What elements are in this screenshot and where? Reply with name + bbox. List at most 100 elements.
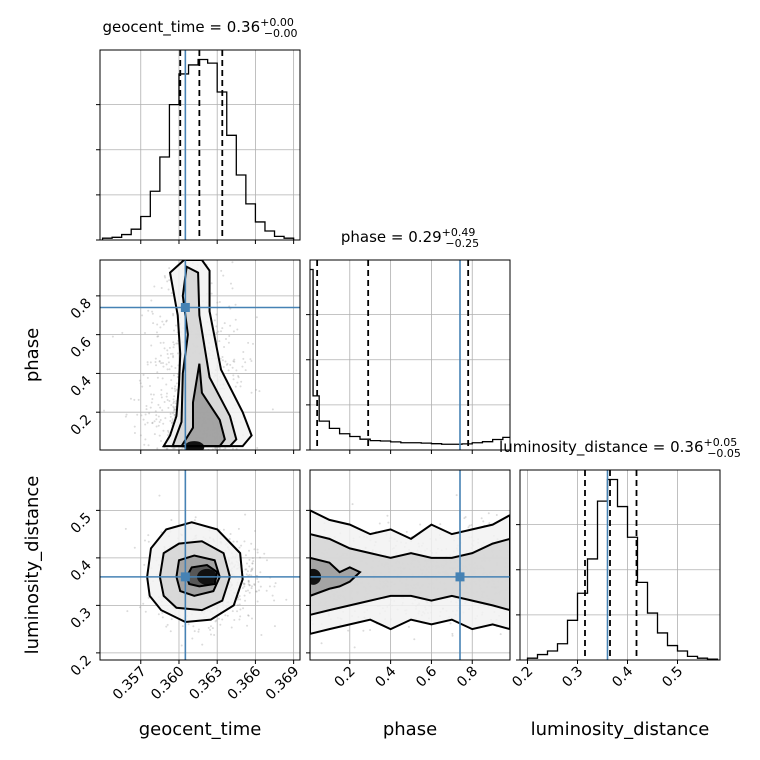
density-panel-phase-luminosity_distance — [310, 494, 510, 649]
scatter-point — [234, 318, 237, 321]
scatter-point — [165, 395, 168, 398]
scatter-point — [111, 335, 114, 338]
scatter-point — [463, 517, 466, 520]
scatter-point — [165, 447, 168, 450]
scatter-point — [133, 546, 136, 549]
scatter-point — [224, 614, 227, 617]
scatter-point — [229, 363, 232, 366]
scatter-point — [157, 335, 160, 338]
scatter-point — [124, 415, 127, 418]
scatter-point — [244, 554, 247, 557]
scatter-point — [237, 527, 240, 530]
scatter-point — [215, 325, 218, 328]
scatter-point — [248, 573, 251, 576]
scatter-point — [201, 257, 203, 259]
scatter-point — [209, 628, 212, 631]
scatter-point — [260, 633, 263, 636]
scatter-point — [407, 625, 410, 628]
scatter-point — [166, 399, 169, 402]
scatter-point — [172, 406, 175, 409]
scatter-point — [258, 390, 261, 393]
y-tick-label-luminosity_distance: 0.4 — [68, 557, 95, 584]
scatter-point — [165, 319, 168, 322]
scatter-point — [419, 523, 422, 526]
scatter-point — [231, 610, 234, 613]
scatter-point — [236, 381, 239, 384]
title-main: geocent_time = 0.36 — [102, 18, 260, 37]
scatter-point — [468, 524, 471, 527]
scatter-point — [155, 364, 158, 367]
scatter-point — [160, 396, 163, 399]
histogram-phase — [310, 260, 510, 450]
scatter-point — [153, 420, 156, 423]
scatter-point — [250, 391, 253, 394]
scatter-point — [166, 349, 169, 352]
scatter-point — [251, 562, 254, 565]
scatter-point — [141, 385, 144, 388]
y-tick-label-phase: 0.8 — [68, 295, 95, 322]
scatter-point — [174, 408, 177, 411]
scatter-point — [256, 446, 259, 449]
scatter-point — [166, 429, 169, 432]
scatter-point — [168, 399, 171, 402]
scatter-point — [194, 516, 197, 519]
x-tick-label-geocent_time: 0.366 — [225, 663, 265, 703]
title-main: luminosity_distance = 0.36 — [499, 438, 703, 457]
scatter-point — [225, 363, 228, 366]
scatter-point — [246, 589, 249, 592]
scatter-point — [250, 587, 253, 590]
scatter-point — [156, 323, 159, 326]
scatter-point — [144, 438, 147, 441]
scatter-point — [236, 328, 239, 331]
scatter-point — [156, 376, 159, 379]
scatter-point — [191, 637, 194, 640]
scatter-point — [167, 431, 170, 434]
x-tick-label-phase: 0.2 — [332, 664, 359, 691]
scatter-point — [133, 432, 136, 435]
scatter-point — [140, 414, 143, 417]
scatter-point — [250, 568, 253, 571]
scatter-point — [151, 398, 154, 401]
scatter-point — [173, 395, 176, 398]
scatter-point — [172, 412, 175, 415]
scatter-point — [222, 365, 225, 368]
scatter-point — [378, 522, 381, 525]
scatter-point — [250, 574, 253, 577]
histogram-luminosity_distance — [526, 470, 719, 660]
panel-frame — [99, 469, 301, 661]
scatter-point — [148, 412, 151, 415]
scatter-point — [176, 375, 179, 378]
scatter-point — [244, 369, 247, 372]
scatter-point — [495, 513, 498, 516]
scatter-point — [242, 607, 245, 610]
scatter-point — [451, 632, 454, 635]
scatter-point — [217, 617, 220, 620]
scatter-point — [215, 447, 218, 450]
scatter-point — [235, 369, 238, 372]
scatter-point — [169, 630, 172, 633]
scatter-point — [163, 400, 166, 403]
scatter-point — [232, 374, 235, 377]
contour-line — [310, 533, 510, 616]
scatter-point — [160, 393, 163, 396]
scatter-point — [172, 355, 175, 358]
scatter-point — [237, 596, 240, 599]
scatter-point — [147, 309, 150, 312]
scatter-point — [265, 559, 268, 562]
panel-title-phase: phase = 0.29+0.49 −0.25 — [341, 226, 479, 250]
scatter-point — [482, 520, 485, 523]
panel-frame — [99, 49, 301, 241]
y-tick-label-phase: 0.2 — [68, 412, 95, 439]
scatter-point — [172, 409, 175, 412]
scatter-point — [242, 582, 245, 585]
scatter-point — [174, 402, 177, 405]
scatter-point — [220, 330, 223, 333]
scatter-point — [175, 342, 178, 345]
scatter-point — [263, 552, 266, 555]
scatter-point — [247, 614, 250, 617]
scatter-point — [172, 405, 175, 408]
scatter-point — [238, 603, 241, 606]
grid-phase-phase — [310, 260, 510, 450]
scatter-point — [170, 292, 173, 295]
scatter-point — [143, 563, 146, 566]
